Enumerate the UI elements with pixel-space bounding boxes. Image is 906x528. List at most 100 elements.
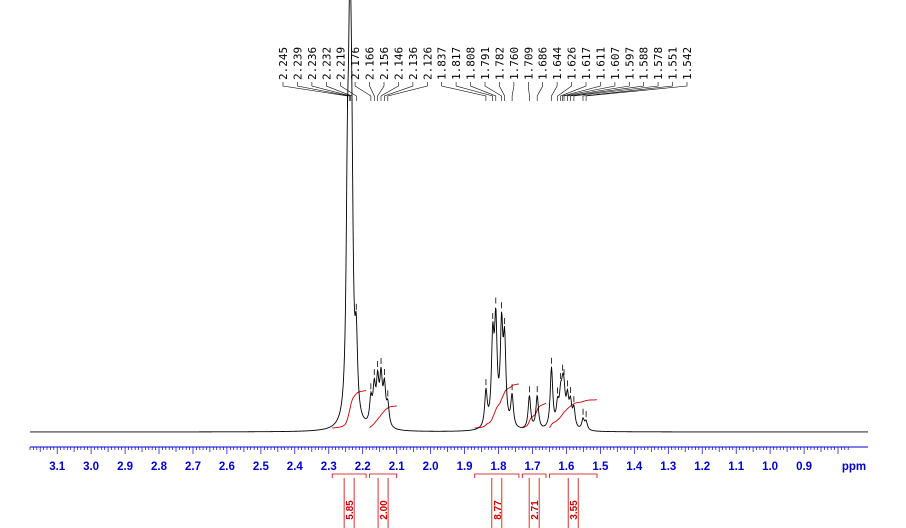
peak-label: 1.626	[566, 47, 579, 80]
peak-label: 1.617	[580, 47, 593, 80]
tick-label: 2.9	[117, 461, 133, 473]
tick-label: 1.8	[491, 461, 508, 473]
x-axis: 3.1 3.0 2.9 2.8 2.7 2.6 2.5 2.4 2.3 2.2 2.1 2.0 1.9 1…	[29, 446, 868, 473]
tick-label: 2.6	[219, 461, 235, 473]
integral-curve	[332, 390, 367, 429]
peak-label-connector	[582, 82, 673, 101]
peak-label-connector	[455, 82, 494, 101]
tick-label: 3.0	[83, 461, 99, 473]
tick-label: 2.7	[185, 461, 201, 473]
peak-label: 1.808	[465, 47, 478, 80]
integral-curve	[369, 405, 397, 429]
integral-curve	[522, 402, 547, 429]
peak-label: 2.166	[364, 47, 377, 80]
peak-label: 1.709	[522, 47, 535, 80]
peak-label: 1.791	[479, 47, 492, 80]
tick-label: 1.0	[762, 461, 778, 473]
tick-label: 0.9	[796, 461, 812, 473]
peak-label: 2.232	[320, 47, 333, 80]
tick-label: 1.1	[728, 461, 745, 473]
integral-value: 2.71	[530, 500, 541, 520]
peak-label-connector	[380, 82, 399, 101]
axis-unit-label: ppm	[842, 461, 866, 473]
tick-label: 2.1	[389, 461, 406, 473]
tick-label: 1.3	[660, 461, 676, 473]
peak-label: 2.176	[349, 47, 362, 80]
peak-label-connector	[570, 82, 645, 101]
peak-label-connector	[282, 82, 348, 101]
integral-curves	[332, 383, 597, 429]
peak-label-connector	[562, 82, 601, 101]
integral-bracket	[369, 473, 398, 478]
peak-label-connector	[340, 82, 357, 101]
peak-label: 2.245	[277, 47, 290, 80]
peak-label: 2.126	[421, 47, 434, 80]
peak-label: 1.760	[508, 47, 521, 80]
peak-labels: 2.245 2.239 2.236 2.232 2.219 2.176 2.166 2.156…	[277, 47, 694, 80]
peak-label: 1.578	[652, 47, 665, 80]
peak-label-connector	[441, 82, 487, 101]
tick-label: 1.2	[694, 461, 710, 473]
tick-label: 2.5	[253, 461, 270, 473]
peak-label: 2.236	[306, 47, 319, 80]
peak-label-connector	[297, 82, 350, 101]
peak-label-connector	[369, 82, 375, 101]
integral-value: 5.85	[345, 500, 356, 520]
peak-label-connector	[484, 82, 502, 101]
peak-label-connector	[563, 82, 616, 101]
peak-label: 1.644	[551, 47, 564, 80]
peak-label-connector	[470, 82, 497, 101]
peak-label: 1.782	[493, 47, 506, 80]
peak-label-connector	[387, 82, 428, 101]
tick-label: 1.4	[626, 461, 643, 473]
peak-label-connector	[557, 82, 572, 101]
peak-label-connector	[585, 82, 688, 101]
peak-label-connector	[527, 82, 530, 101]
tick-label: 2.4	[287, 461, 304, 473]
tick-label: 2.0	[423, 461, 439, 473]
peak-label-connector	[573, 82, 659, 101]
integral-value: 3.55	[569, 500, 580, 520]
peak-label: 2.239	[291, 47, 304, 80]
peak-label-connector	[567, 82, 630, 101]
integral-bracket	[331, 473, 367, 478]
peak-label-connector	[377, 82, 385, 101]
peak-label-connectors	[282, 71, 688, 418]
integral-bracket	[521, 473, 547, 478]
peak-label: 1.837	[436, 47, 449, 80]
peak-label-connector	[551, 82, 558, 101]
tick-label: 1.7	[525, 461, 541, 473]
peak-label-connector	[511, 82, 515, 101]
tick-label: 2.2	[355, 461, 371, 473]
peak-label: 1.588	[638, 47, 651, 80]
integral-value: 8.77	[493, 500, 504, 520]
tick-label: 2.3	[321, 461, 337, 473]
peak-label: 1.542	[681, 47, 694, 80]
peak-label: 2.156	[378, 47, 391, 80]
integral-bracket	[474, 473, 520, 478]
tick-label: 2.8	[151, 461, 168, 473]
peak-label-connector	[384, 82, 414, 101]
peak-label: 1.551	[667, 47, 680, 80]
tick-label: 1.6	[558, 461, 574, 473]
peak-label: 1.686	[537, 47, 550, 80]
peak-label: 2.136	[407, 47, 420, 80]
peak-label: 1.611	[594, 47, 607, 80]
peak-label: 2.219	[335, 47, 348, 80]
tick-label: 1.9	[457, 461, 473, 473]
integral-values: 5.85 2.00 8.77 2.71 3.55	[331, 473, 598, 528]
tick-label: 1.5	[592, 461, 609, 473]
integral-value: 2.00	[379, 500, 390, 520]
tick-label: 3.1	[49, 461, 66, 473]
integral-curve	[549, 399, 597, 428]
peak-label: 1.607	[609, 47, 622, 80]
integral-curve	[474, 383, 519, 429]
peak-label-connector	[354, 82, 372, 101]
peak-label: 2.146	[392, 47, 405, 80]
peak-label: 1.597	[623, 47, 636, 80]
integral-bracket	[549, 473, 598, 478]
spectrum-trace	[30, 0, 868, 433]
peak-label: 1.817	[450, 47, 463, 80]
peak-label-connector	[499, 82, 505, 101]
